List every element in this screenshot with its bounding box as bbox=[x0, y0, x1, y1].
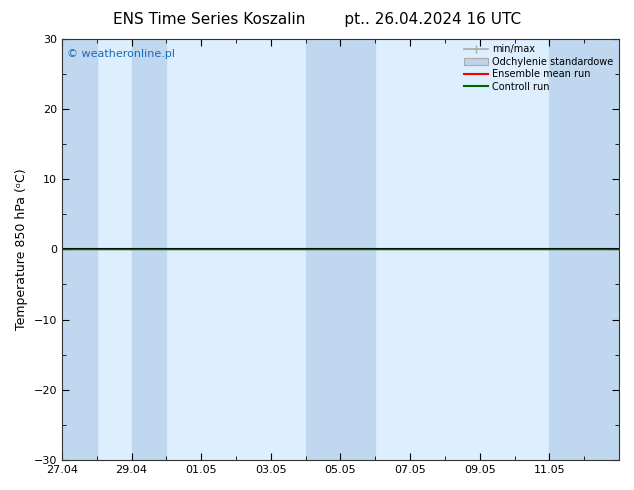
Bar bbox=[62, 39, 97, 460]
Y-axis label: Temperature 850 hPa (ᵒC): Temperature 850 hPa (ᵒC) bbox=[15, 169, 28, 330]
Legend: min/max, Odchylenie standardowe, Ensemble mean run, Controll run: min/max, Odchylenie standardowe, Ensembl… bbox=[460, 41, 617, 96]
Bar bbox=[131, 39, 166, 460]
Bar bbox=[306, 39, 375, 460]
Text: © weatheronline.pl: © weatheronline.pl bbox=[67, 49, 176, 59]
Text: ENS Time Series Koszalin        pt.. 26.04.2024 16 UTC: ENS Time Series Koszalin pt.. 26.04.2024… bbox=[113, 12, 521, 27]
Bar bbox=[550, 39, 619, 460]
